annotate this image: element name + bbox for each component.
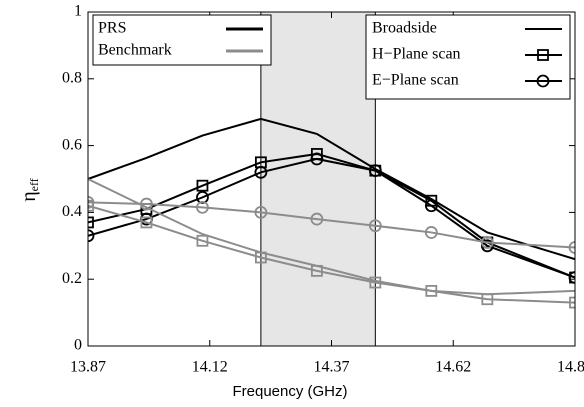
square-marker (425, 284, 438, 297)
x-tick-label: 14.12 (192, 359, 228, 376)
series (88, 199, 575, 309)
legend-label: H−Plane scan (372, 46, 461, 63)
series (88, 152, 575, 284)
y-tick-label: 0.2 (62, 270, 82, 287)
series (88, 195, 575, 254)
circle-marker (536, 74, 550, 88)
series-line (88, 201, 575, 249)
series-line (88, 117, 575, 261)
y-tick-label: 0.4 (62, 203, 82, 220)
circle-marker (568, 241, 575, 254)
legend-label: PRS (98, 20, 126, 37)
circle-marker (196, 200, 209, 214)
circle-marker (310, 152, 324, 166)
legend-scans: Broadside H−Plane scan E−Plane scan (365, 14, 571, 100)
y-axis-symbol: η (18, 191, 40, 201)
legend-label: Broadside (372, 20, 437, 37)
circle-marker (480, 236, 494, 249)
circle-marker (568, 271, 575, 284)
circle-marker (140, 197, 153, 211)
shaded-region (260, 11, 376, 347)
y-axis-label: ηeff (18, 178, 41, 202)
legend-label: E−Plane scan (372, 72, 459, 89)
circle-marker (254, 165, 268, 179)
x-tick-label: 14.87 (557, 359, 584, 376)
legend-box (92, 14, 272, 66)
circle-marker (424, 226, 438, 239)
series (88, 117, 575, 261)
square-marker (481, 293, 494, 306)
circle-marker (88, 195, 95, 209)
x-axis-label: Frequency (GHz) (232, 383, 347, 400)
x-tick-label: 13.87 (70, 359, 106, 376)
circle-marker (310, 212, 324, 226)
y-tick-label: 0.8 (62, 69, 82, 86)
y-tick-label: 0 (74, 337, 82, 354)
square-marker (537, 49, 549, 61)
circle-marker (368, 219, 382, 233)
circle-marker (424, 199, 438, 213)
square-marker (196, 179, 209, 192)
series-line (88, 157, 575, 279)
square-marker (569, 296, 575, 309)
x-tick-label: 14.37 (314, 359, 350, 376)
legend-groups: PRS Benchmark (92, 14, 272, 66)
plot-frame (87, 11, 576, 347)
series-line (88, 204, 575, 304)
square-marker (140, 216, 153, 229)
square-marker (310, 264, 323, 277)
circle-marker (480, 239, 494, 253)
circle-marker (368, 164, 382, 178)
circle-marker (254, 205, 268, 219)
circle-marker (88, 229, 95, 243)
y-tick-label: 0.6 (62, 136, 82, 153)
y-tick-label: 1 (74, 3, 82, 20)
legend-label: Benchmark (98, 42, 172, 59)
circle-marker (196, 190, 209, 204)
x-tick-label: 14.62 (435, 359, 471, 376)
square-marker (254, 251, 267, 264)
square-marker (196, 234, 209, 247)
square-marker (369, 276, 382, 289)
y-axis-subscript: eff (27, 178, 41, 191)
square-marker (88, 216, 94, 229)
